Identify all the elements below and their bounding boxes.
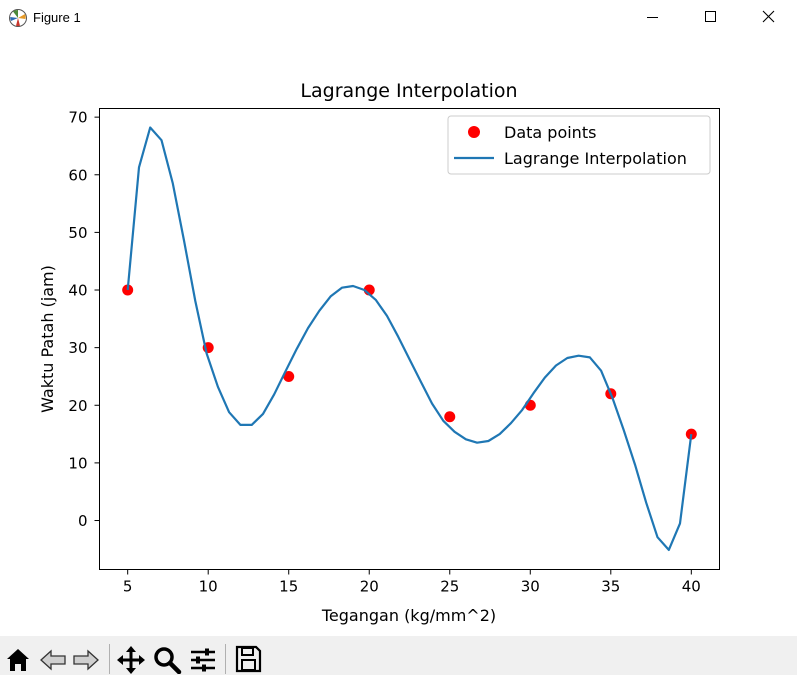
- legend-label-data-points: Data points: [504, 123, 596, 142]
- lagrange-interpolation-line: [126, 126, 693, 551]
- toolbar-separator: [225, 644, 226, 674]
- chart: Lagrange Interpolation Tegangan (kg/mm^2…: [38, 80, 720, 625]
- y-tick-label: 20: [68, 397, 87, 415]
- back-icon: [40, 649, 66, 671]
- x-tick-label: 30: [521, 578, 540, 596]
- zoom-icon: [154, 647, 182, 674]
- pan-icon: [117, 646, 145, 674]
- x-tick-label: 35: [601, 578, 620, 596]
- x-tick-label: 15: [279, 578, 298, 596]
- y-tick-label: 60: [68, 166, 87, 184]
- plot-area: [99, 108, 720, 570]
- navigation-toolbar: [0, 636, 797, 675]
- configure-subplots-icon: [191, 648, 215, 672]
- legend-label-lagrange-line: Lagrange Interpolation: [504, 149, 687, 168]
- x-tick-label: 20: [360, 578, 379, 596]
- save-icon: [235, 645, 262, 673]
- close-button[interactable]: [739, 0, 797, 36]
- home-icon: [7, 649, 29, 671]
- figure-canvas[interactable]: Lagrange Interpolation Tegangan (kg/mm^2…: [0, 36, 797, 636]
- x-tick-label: 40: [682, 578, 701, 596]
- minimize-button[interactable]: [624, 0, 682, 36]
- x-tick-label: 5: [123, 578, 133, 596]
- data-point: [122, 284, 134, 296]
- save-button[interactable]: [233, 644, 263, 674]
- y-tick-label: 40: [68, 282, 87, 300]
- data-point: [444, 411, 456, 423]
- pan-button[interactable]: [116, 644, 146, 674]
- legend: Data points Lagrange Interpolation: [447, 115, 711, 175]
- window-titlebar: Figure 1: [0, 0, 797, 36]
- y-tick-label: 10: [68, 454, 87, 472]
- legend-frame: [447, 115, 711, 175]
- forward-icon: [73, 649, 99, 671]
- y-tick-label: 0: [78, 512, 88, 530]
- x-tick-label: 25: [440, 578, 459, 596]
- legend-marker-data-points: [468, 126, 480, 138]
- back-button[interactable]: [38, 644, 68, 674]
- y-axis-label: Waktu Patah (jam): [38, 265, 57, 413]
- zoom-button[interactable]: [152, 644, 182, 674]
- toolbar-separator: [109, 644, 110, 674]
- y-tick-label: 30: [68, 339, 87, 357]
- home-button[interactable]: [3, 644, 33, 674]
- axes-frame: [99, 108, 720, 570]
- matplotlib-app-icon: [8, 8, 28, 28]
- chart-title: Lagrange Interpolation: [300, 80, 517, 102]
- data-point: [283, 370, 295, 382]
- x-tick-label: 10: [199, 578, 218, 596]
- forward-button[interactable]: [71, 644, 101, 674]
- maximize-button[interactable]: [682, 0, 740, 36]
- y-tick-label: 70: [68, 109, 87, 127]
- y-tick-label: 50: [68, 224, 87, 242]
- configure-subplots-button[interactable]: [188, 644, 218, 674]
- window-title: Figure 1: [33, 10, 81, 25]
- x-axis-label: Tegangan (kg/mm^2): [321, 606, 496, 625]
- data-point: [685, 428, 697, 440]
